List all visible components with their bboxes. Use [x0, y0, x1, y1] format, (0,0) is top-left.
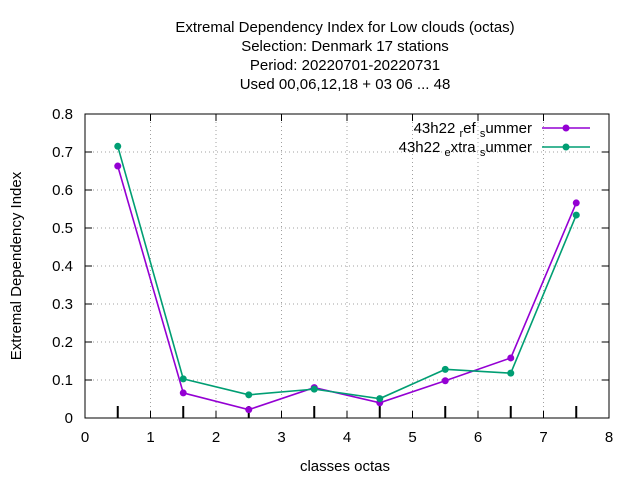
data-point — [179, 389, 187, 397]
data-point — [441, 377, 449, 385]
y-tick-label: 0 — [65, 410, 73, 427]
chart-title-line-4: Used 00,06,12,18 + 03 06 ... 48 — [240, 76, 451, 93]
plot-frame — [84, 113, 610, 419]
legend-label: 43h22 extra summer — [399, 139, 532, 159]
x-tick-label: 8 — [605, 429, 613, 446]
x-tick-label: 7 — [539, 429, 547, 446]
tick-labels: 0 1 2 3 4 5 6 7 8 0 0.1 0.2 0.3 0.4 0.5 0.6 0.7 0.8 — [52, 106, 613, 446]
y-tick-label: 0.2 — [52, 334, 73, 351]
grid-lines — [85, 114, 609, 418]
data-point — [310, 385, 318, 393]
x-tick-label: 1 — [146, 429, 154, 446]
x-tick-label: 6 — [474, 429, 482, 446]
y-tick-label: 0.5 — [52, 220, 73, 237]
chart-title-line-3: Period: 20220701-20220731 — [250, 57, 440, 74]
data-point — [245, 406, 253, 414]
y-axis-label: Extremal Dependency Index — [8, 171, 25, 360]
legend-marker — [562, 143, 570, 151]
chart-title-line-1: Extremal Dependency Index for Low clouds… — [175, 19, 514, 36]
data-point — [441, 365, 449, 373]
y-tick-label: 0.3 — [52, 296, 73, 313]
y-tick-label: 0.4 — [52, 258, 73, 275]
y-tick-label: 0.7 — [52, 144, 73, 161]
chart-title-line-2: Selection: Denmark 17 stations — [241, 38, 449, 55]
data-point — [114, 162, 122, 170]
chart-title: Extremal Dependency Index for Low clouds… — [175, 19, 514, 93]
data-point — [572, 199, 580, 207]
x-tick-label: 3 — [277, 429, 285, 446]
series-layer — [114, 142, 580, 414]
data-point — [179, 375, 187, 383]
x-axis-label: classes octas — [300, 458, 390, 475]
data-point — [376, 395, 384, 403]
series-line — [116, 146, 577, 400]
data-point — [507, 354, 515, 362]
axis-ticks — [85, 114, 609, 418]
data-point — [572, 211, 580, 219]
y-tick-label: 0.1 — [52, 372, 73, 389]
data-point — [507, 369, 515, 377]
legend-marker — [562, 124, 570, 132]
data-point — [114, 142, 122, 150]
x-tick-label: 4 — [343, 429, 351, 446]
series-2 — [114, 142, 580, 403]
x-tick-label: 0 — [81, 429, 89, 446]
x-tick-label: 2 — [212, 429, 220, 446]
y-tick-label: 0.6 — [52, 182, 73, 199]
x-tick-label: 5 — [408, 429, 416, 446]
y-tick-label: 0.8 — [52, 106, 73, 123]
data-point — [245, 391, 253, 399]
series-line — [116, 165, 577, 411]
legend-label: 43h22 ref summer — [414, 120, 532, 140]
